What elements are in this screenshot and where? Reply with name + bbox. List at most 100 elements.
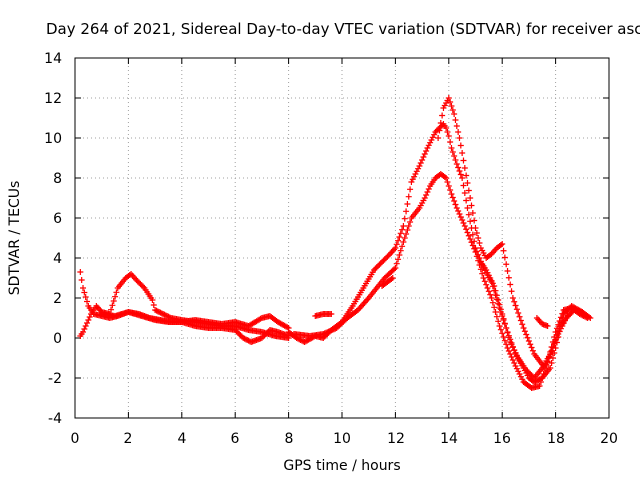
data-point [504,268,511,274]
data-point [408,179,415,185]
data-point [505,334,512,341]
data-point [511,347,518,353]
data-point [456,211,463,217]
data-point [260,333,267,340]
data-point [396,252,403,258]
series-track-h [312,275,551,329]
data-point [503,261,510,268]
y-tick-label: -2 [48,371,62,387]
data-point [403,231,410,237]
data-point [264,329,271,336]
data-point [519,321,526,328]
data-point [460,157,467,164]
data-point [505,274,512,281]
data-point [439,112,446,119]
data-point [521,328,528,335]
x-axis-label: GPS time / hours [283,458,400,474]
data-point [371,267,378,273]
data-point [476,262,483,268]
data-point [284,324,291,331]
data-point [160,311,167,317]
data-point [396,234,403,240]
data-point [384,253,391,260]
series-track-a [77,271,292,341]
data-point [472,249,479,255]
data-point [375,263,382,269]
data-point [519,376,526,383]
data-point [459,175,466,181]
data-point [84,298,91,305]
data-point [455,208,462,214]
data-point [463,197,470,204]
data-point [448,145,455,151]
data-point [525,338,532,344]
data-point [232,327,239,333]
data-point [453,123,460,129]
data-point [471,245,478,252]
data-point [567,311,574,317]
data-point [405,223,412,229]
data-point [509,344,516,351]
data-point [381,256,388,263]
data-point [445,133,452,139]
data-point [516,313,523,320]
data-point [587,315,594,321]
data-point [500,247,507,254]
data-point [517,317,524,324]
data-point [432,129,439,135]
data-point [463,226,470,233]
data-point [405,193,412,200]
data-point [495,318,502,325]
data-point [565,305,572,312]
data-point [77,269,84,275]
data-point [297,337,304,343]
data-point [456,168,463,174]
data-point [473,230,480,236]
data-point [401,215,408,222]
data-point [133,277,140,283]
series-track-f [435,95,586,371]
data-point [491,304,498,311]
data-point [512,349,519,356]
data-point [471,238,478,245]
data-point [425,142,432,149]
data-point [427,139,434,146]
data-point [161,311,168,318]
data-point [501,254,508,261]
data-point [468,202,475,209]
chart-title: Day 264 of 2021, Sidereal Day-to-day VTE… [46,20,640,38]
data-point [262,331,269,337]
data-point [512,363,519,369]
data-point [469,231,476,238]
data-point [508,341,515,348]
data-point [376,261,383,268]
data-point [539,375,546,381]
data-point [512,302,519,309]
data-point [420,154,427,160]
data-point [557,319,564,326]
data-point [509,357,516,363]
data-point [509,295,516,301]
x-tick-label: 18 [547,431,565,447]
data-point [547,351,554,357]
data-point [397,230,404,237]
data-point [401,235,408,241]
x-tick-label: 20 [600,431,618,447]
data-points [77,95,594,391]
data-point [447,99,454,105]
data-point [404,201,411,207]
data-point [136,279,143,286]
data-point [400,239,407,245]
data-point [553,334,560,341]
data-point [467,236,474,242]
data-point [437,120,444,126]
data-point [551,341,558,347]
data-point [415,165,422,172]
data-point [492,309,499,315]
data-point [234,329,241,336]
x-tick-label: 16 [493,431,511,447]
data-point [424,189,431,195]
data-point [557,325,564,332]
x-tick-label: 10 [333,431,351,447]
data-point [507,339,514,345]
